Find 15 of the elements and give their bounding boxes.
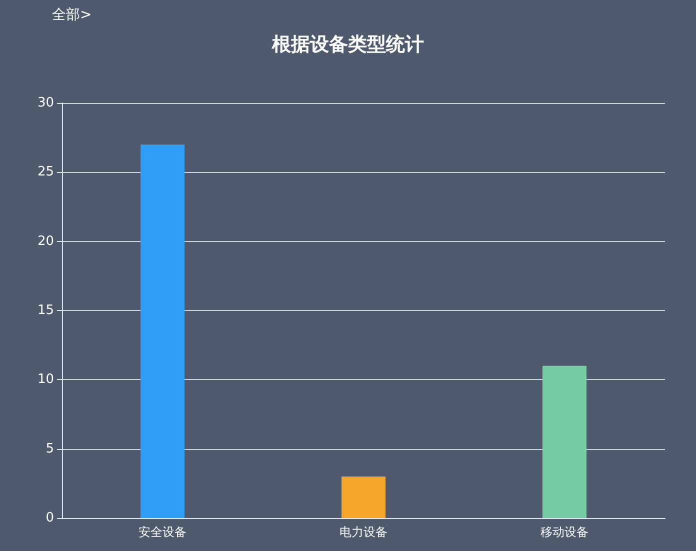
y-tick-label: 10 <box>37 372 54 388</box>
x-tick-label: 安全设备 <box>138 525 186 539</box>
y-tick-label: 15 <box>37 303 54 318</box>
bar <box>542 366 586 518</box>
x-tick-label: 移动设备 <box>540 525 588 539</box>
y-tick-label: 5 <box>46 441 54 456</box>
chart-title: 根据设备类型统计 <box>271 34 424 56</box>
y-tick-label: 30 <box>37 96 54 110</box>
y-tick-label: 25 <box>37 164 54 180</box>
text: 全部> <box>52 6 92 24</box>
bar <box>342 476 386 518</box>
y-tick-label: 0 <box>46 510 54 526</box>
x-tick-label: 电力设备 <box>340 525 388 539</box>
bar <box>140 144 184 518</box>
y-tick-label: 20 <box>37 234 54 249</box>
